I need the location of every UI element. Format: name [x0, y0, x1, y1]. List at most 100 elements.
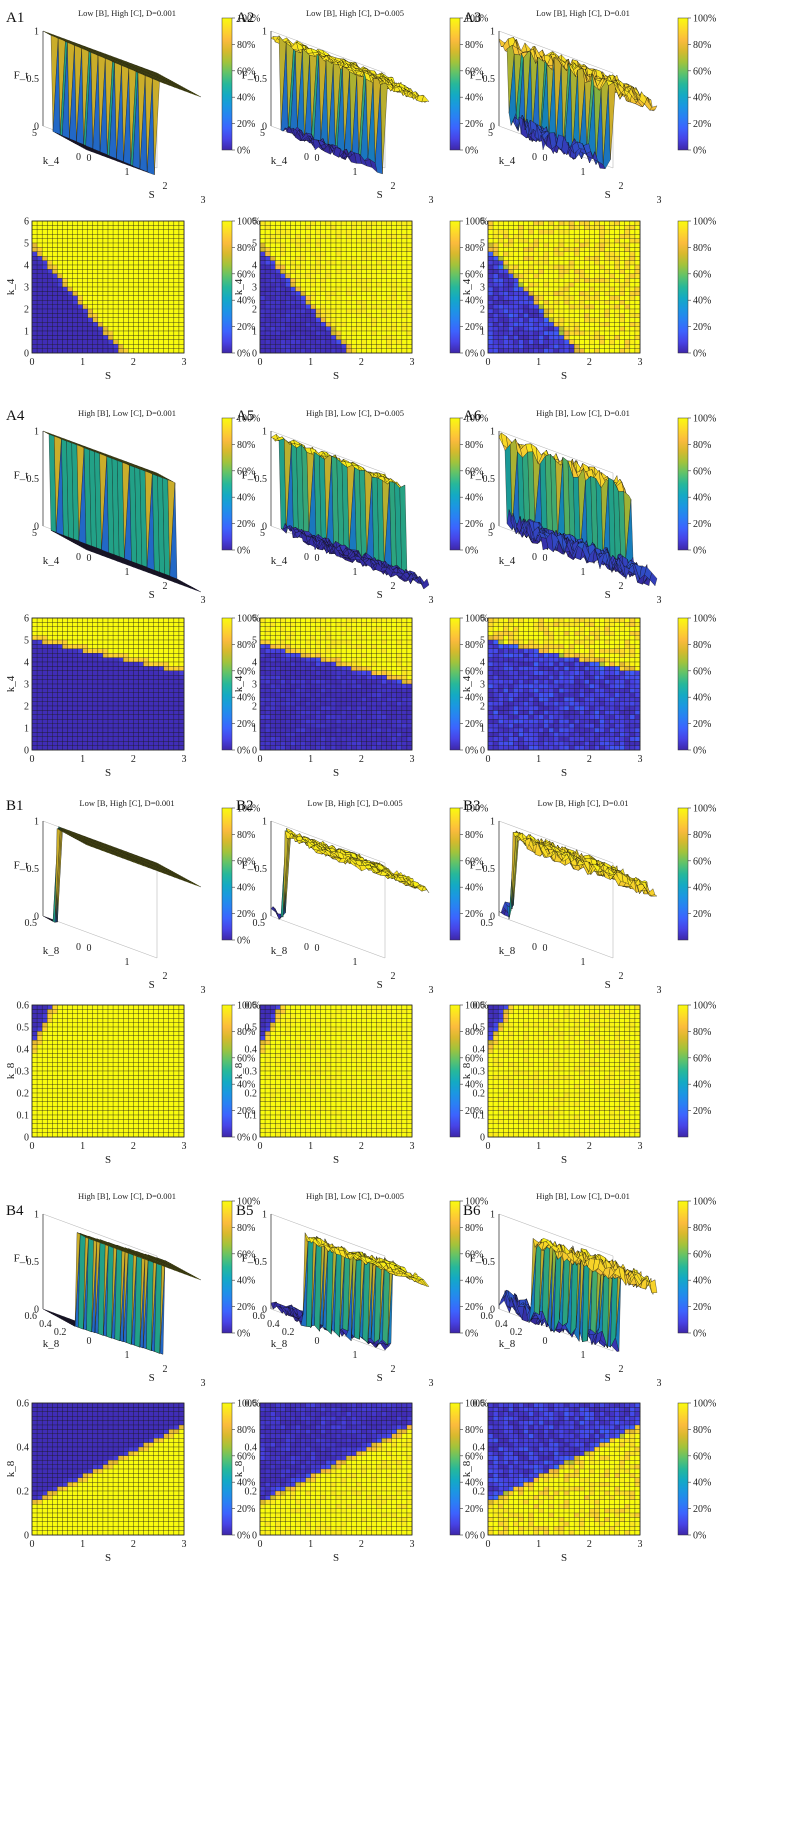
- heatmap-cell: [376, 269, 382, 275]
- heatmap-cell: [371, 313, 377, 319]
- heatmap-cell: [340, 242, 347, 248]
- heatmap-cell: [548, 330, 555, 336]
- heatmap-cell: [280, 225, 286, 231]
- heatmap-cell: [97, 300, 104, 305]
- heatmap-cell: [543, 225, 550, 231]
- heatmap-cell: [401, 322, 408, 327]
- y-tick-label: 3: [480, 283, 485, 294]
- x-tick-label: 3: [201, 195, 206, 206]
- heatmap-cell: [345, 300, 352, 305]
- heatmap-cell: [97, 308, 104, 314]
- heatmap-cell: [558, 225, 565, 231]
- heatmap-cell: [376, 295, 382, 301]
- heatmap-cell: [345, 317, 352, 323]
- heatmap-cell: [335, 225, 342, 231]
- heatmap-cell: [568, 225, 575, 231]
- heatmap-cell: [320, 264, 327, 270]
- heatmap-cell: [391, 278, 398, 283]
- heatmap-cell: [117, 234, 124, 239]
- heatmap-cell: [604, 234, 610, 239]
- heatmap-cell: [97, 220, 104, 226]
- heatmap-cell: [589, 286, 595, 292]
- heatmap-cell: [508, 308, 514, 314]
- heatmap-cell: [503, 251, 509, 257]
- heatmap-cell: [173, 256, 180, 261]
- heatmap-cell: [72, 322, 78, 327]
- heatmap-cell: [396, 247, 403, 253]
- colorbar: [221, 220, 233, 354]
- heatmap-cell: [558, 348, 565, 354]
- heatmap-cell: [513, 295, 519, 301]
- heatmap-cell: [487, 242, 494, 248]
- heatmap-cell: [97, 295, 104, 301]
- heatmap-cell: [77, 300, 83, 305]
- heatmap-cell: [351, 269, 357, 275]
- heatmap-cell: [102, 256, 109, 261]
- heatmap-cell: [158, 308, 165, 314]
- heatmap-cell: [533, 286, 539, 292]
- heatmap-cell: [330, 313, 337, 319]
- heatmap-cell: [290, 308, 296, 314]
- heatmap-cell: [619, 291, 626, 297]
- heatmap-cell: [386, 251, 393, 257]
- heatmap-cell: [533, 295, 539, 301]
- colorbar: [221, 17, 233, 151]
- heatmap-cell: [47, 339, 53, 345]
- heatmap-cell: [503, 264, 509, 270]
- heatmap-cell: [31, 300, 38, 305]
- heatmap-cell: [92, 344, 99, 349]
- heatmap-cell: [558, 326, 565, 332]
- heatmap-cell: [315, 278, 322, 283]
- heatmap-cell: [396, 229, 403, 235]
- heatmap-cell: [47, 326, 53, 332]
- heatmap-cell: [148, 286, 154, 292]
- heatmap-cell: [67, 295, 73, 301]
- heatmap-cell: [523, 278, 529, 283]
- heatmap-cell: [345, 313, 352, 319]
- heatmap-cell: [107, 234, 114, 239]
- heatmap-cell: [117, 304, 124, 310]
- heatmap-cell: [123, 264, 129, 270]
- heatmap-cell: [82, 238, 89, 244]
- heatmap-cell: [178, 269, 185, 275]
- heatmap-cell: [335, 269, 342, 275]
- heatmap-cell: [396, 330, 403, 336]
- heatmap-cell: [138, 225, 144, 231]
- heatmap-cell: [579, 339, 585, 345]
- heatmap-cell: [391, 229, 398, 235]
- heatmap-cell: [579, 273, 585, 279]
- heatmap-cell: [133, 286, 139, 292]
- heatmap-cell: [589, 251, 595, 257]
- heatmap-cell: [528, 286, 534, 292]
- heatmap-cell: [153, 229, 159, 235]
- heatmap-cell: [275, 344, 281, 349]
- heatmap-cell: [401, 339, 408, 345]
- heatmap-cell: [584, 291, 590, 297]
- heatmap-cell: [604, 238, 610, 244]
- heatmap-cell: [107, 256, 114, 261]
- heatmap-cell: [609, 242, 615, 248]
- heatmap-cell: [148, 251, 154, 257]
- heatmap-cell: [345, 335, 352, 341]
- heatmap-cell: [133, 225, 139, 231]
- heatmap-cell: [634, 273, 641, 279]
- heatmap-cell: [528, 225, 534, 231]
- heatmap-cell: [269, 326, 276, 332]
- heatmap-cell: [67, 251, 73, 257]
- heatmap-cell: [173, 220, 180, 226]
- heatmap-cell: [584, 295, 590, 301]
- heatmap-cell: [548, 251, 555, 257]
- heatmap-cell: [133, 229, 139, 235]
- heatmap-cell: [563, 295, 570, 301]
- heatmap-cell: [117, 339, 124, 345]
- heatmap-cell: [52, 313, 58, 319]
- heatmap-cell: [497, 234, 504, 239]
- heatmap-cell: [609, 260, 615, 266]
- x-tick-label: 1: [536, 357, 541, 368]
- heatmap-cell: [325, 344, 332, 349]
- y-tick-label: 5: [32, 528, 37, 539]
- heatmap-cell: [492, 291, 499, 297]
- heatmap-cell: [584, 282, 590, 288]
- colorbar-tick-label: 40%: [237, 93, 255, 104]
- heatmap-cell: [310, 225, 317, 231]
